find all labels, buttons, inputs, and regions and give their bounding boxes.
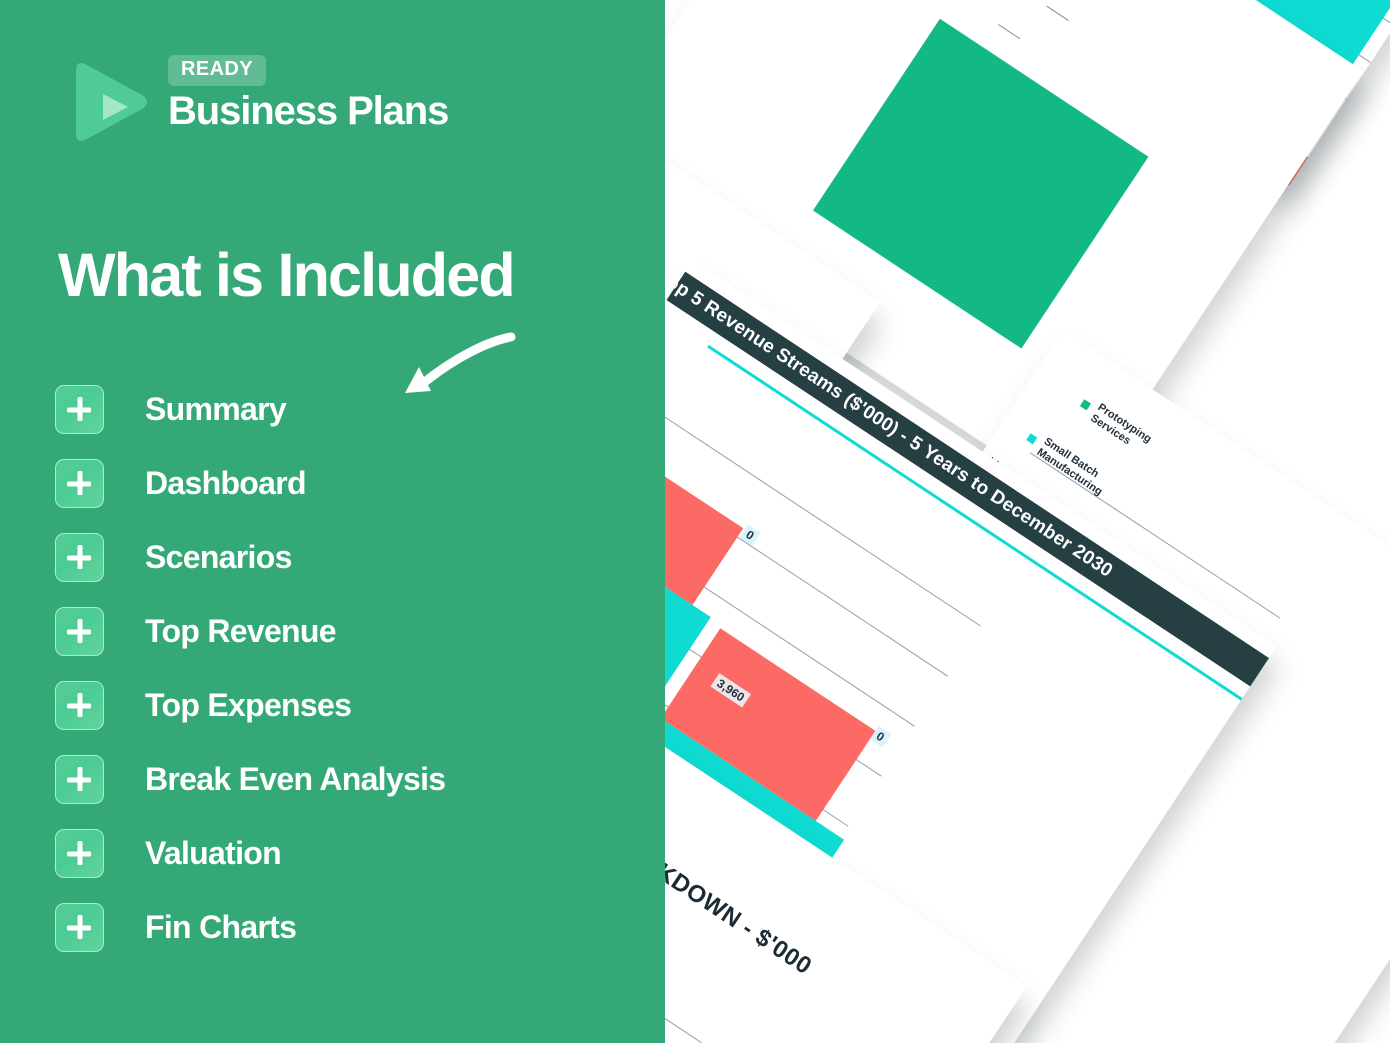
feature-label: Break Even Analysis — [145, 761, 446, 797]
feature-label: Scenarios — [145, 539, 292, 575]
plus-icon — [55, 607, 104, 656]
plus-icon — [55, 385, 104, 434]
plus-icon — [55, 903, 104, 952]
spreadsheet-collage: Company Name Table of Contents 128.9 2 — [663, 0, 1390, 1043]
feature-item-scenarios[interactable]: Scenarios — [55, 533, 655, 582]
feature-item-summary[interactable]: Summary — [55, 385, 655, 434]
ready-badge: READY — [168, 55, 267, 86]
curved-arrow-down-left-icon — [385, 327, 525, 402]
feature-item-valuation[interactable]: Valuation — [55, 829, 655, 878]
feature-label: Summary — [145, 391, 287, 427]
feature-item-top-expenses[interactable]: Top Expenses — [55, 681, 655, 730]
feature-label: Valuation — [145, 835, 282, 871]
legend-label-prototyping: Prototyping Services — [1088, 401, 1154, 447]
feature-list: Summary Dashboard Scenarios Top Revenue … — [55, 385, 655, 977]
brand-logo-row: READY Business Plans — [70, 55, 590, 167]
feature-item-top-revenue[interactable]: Top Revenue — [55, 607, 655, 656]
legend-marker-prototyping — [1079, 399, 1091, 411]
plus-icon — [55, 829, 104, 878]
brand-title: Business Plans — [168, 88, 449, 133]
page-title: What is Included — [58, 241, 516, 309]
feature-label: Top Revenue — [145, 613, 337, 649]
plus-icon — [55, 533, 104, 582]
plus-icon — [55, 755, 104, 804]
play-triangle-icon — [70, 57, 150, 147]
breakdown-gridline — [663, 788, 680, 1043]
feature-item-break-even-analysis[interactable]: Break Even Analysis — [55, 755, 655, 804]
plus-icon — [55, 681, 104, 730]
legend-marker-small-batch — [1026, 433, 1038, 445]
feature-item-dashboard[interactable]: Dashboard — [55, 459, 655, 508]
feature-label: Fin Charts — [145, 909, 297, 945]
tick-mark — [998, 24, 1021, 40]
feature-label: Dashboard — [145, 465, 307, 501]
tick-mark — [1046, 5, 1069, 21]
feature-item-fin-charts[interactable]: Fin Charts — [55, 903, 655, 952]
left-info-panel: READY Business Plans What is Included Su… — [0, 0, 665, 1043]
plus-icon — [55, 459, 104, 508]
feature-label: Top Expenses — [145, 687, 352, 723]
streams-bar — [663, 439, 744, 606]
brand-text: READY Business Plans — [168, 55, 449, 133]
